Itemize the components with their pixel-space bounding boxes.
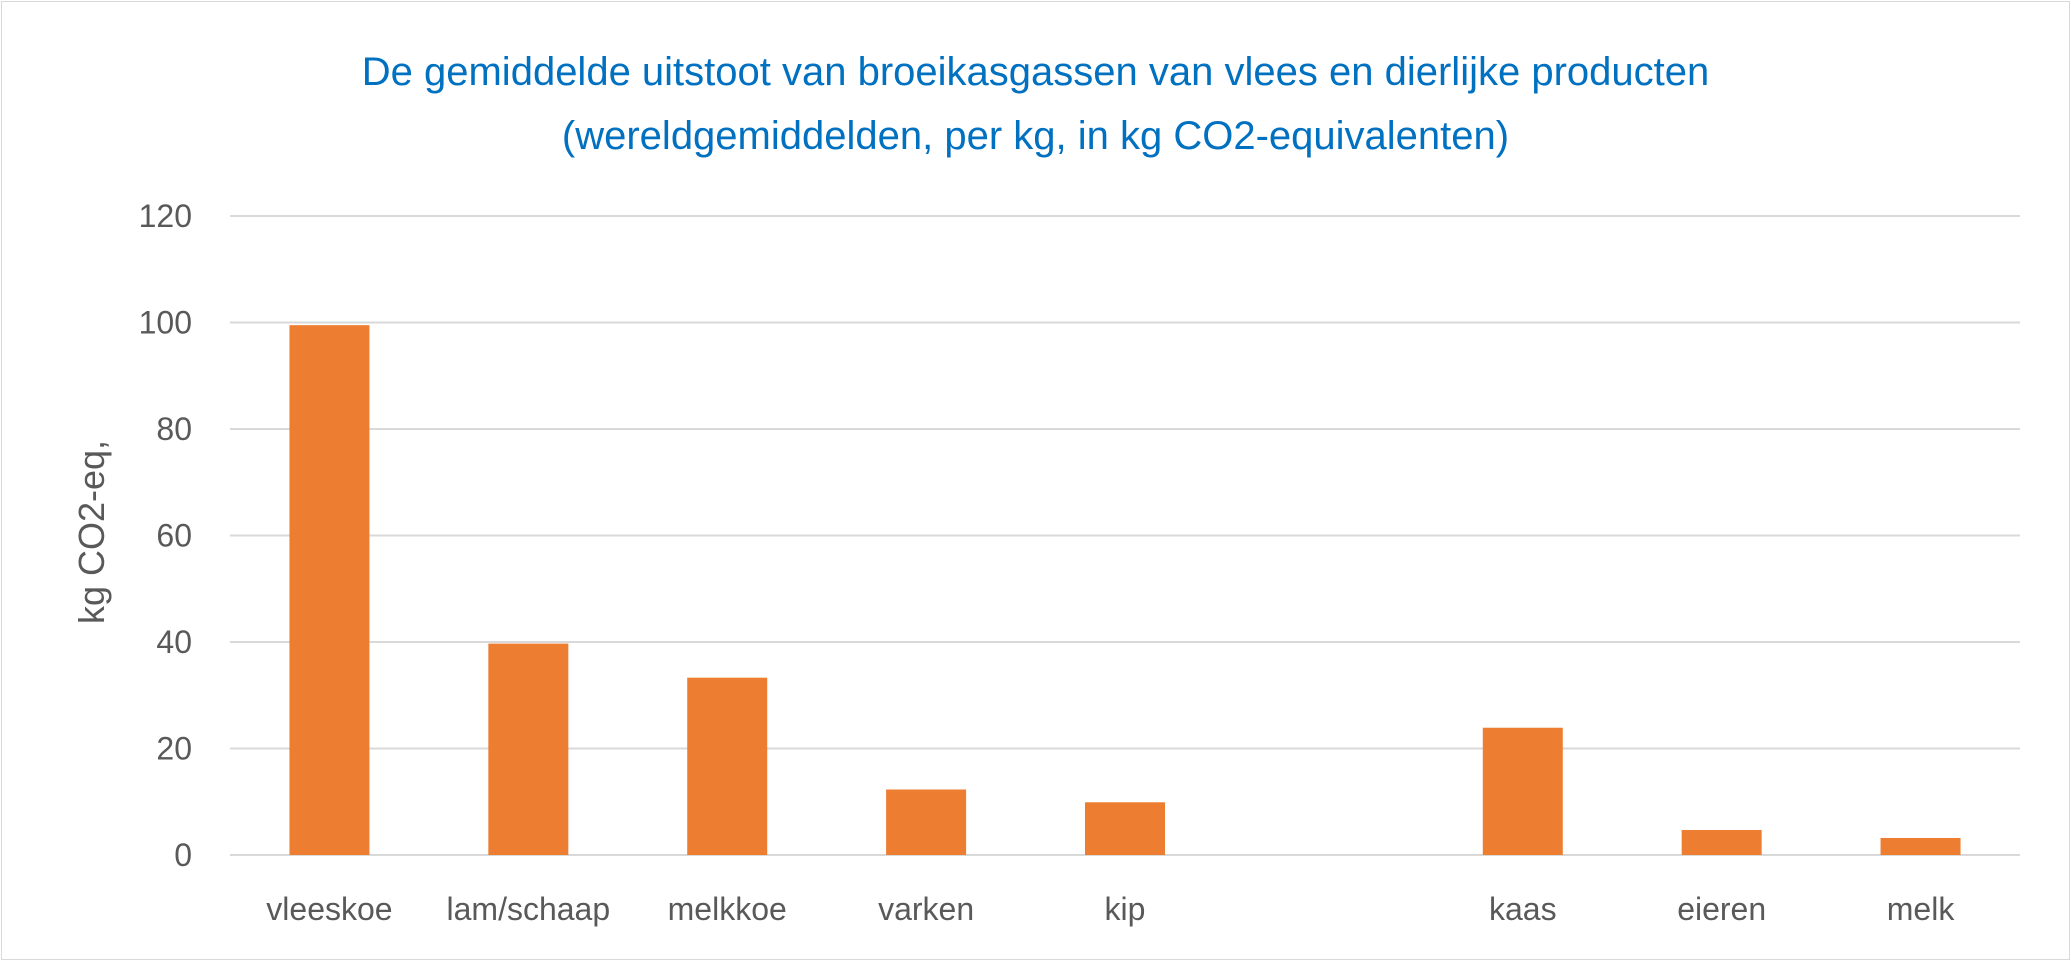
x-category-label: melkkoe: [668, 891, 787, 927]
x-category-label: vleeskoe: [266, 891, 392, 927]
y-tick-label: 100: [139, 305, 192, 341]
y-axis-label: kg CO2-eq,: [71, 440, 112, 624]
chart-title-line-2: (wereldgemiddelden, per kg, in kg CO2-eq…: [561, 114, 1510, 158]
y-tick-label: 20: [156, 731, 192, 767]
x-category-label: kip: [1105, 891, 1146, 927]
x-category-label: varken: [878, 891, 974, 927]
bar-eieren: [1681, 829, 1762, 855]
x-category-label: melk: [1887, 891, 1956, 927]
bar-kip: [1085, 802, 1165, 855]
bars: [289, 325, 1961, 856]
bar-lam/schaap: [488, 643, 569, 855]
y-tick-label: 120: [139, 198, 192, 234]
chart-title-line-1: De gemiddelde uitstoot van broeikasgasse…: [361, 50, 1710, 94]
y-tick-label: 0: [174, 837, 192, 873]
bar-varken: [886, 789, 967, 855]
y-tick-label: 40: [156, 624, 192, 660]
x-category-label: eieren: [1677, 891, 1766, 927]
y-tick-label: 60: [156, 518, 192, 554]
chart-title: De gemiddelde uitstoot van broeikasgasse…: [2, 40, 2069, 168]
bar-melkkoe: [687, 677, 768, 855]
y-tick-label: 80: [156, 411, 192, 447]
y-axis-ticks: 0 20 40 60 80 100 120: [139, 198, 192, 873]
x-category-label: lam/schaap: [447, 891, 611, 927]
bar-kaas: [1482, 727, 1563, 855]
bar-melk: [1880, 837, 1961, 855]
x-category-label: kaas: [1489, 891, 1557, 927]
x-axis-categories: vleeskoe lam/schaap melkkoe varken kip kaas ei…: [266, 891, 1955, 927]
bar-vleeskoe: [289, 325, 370, 856]
